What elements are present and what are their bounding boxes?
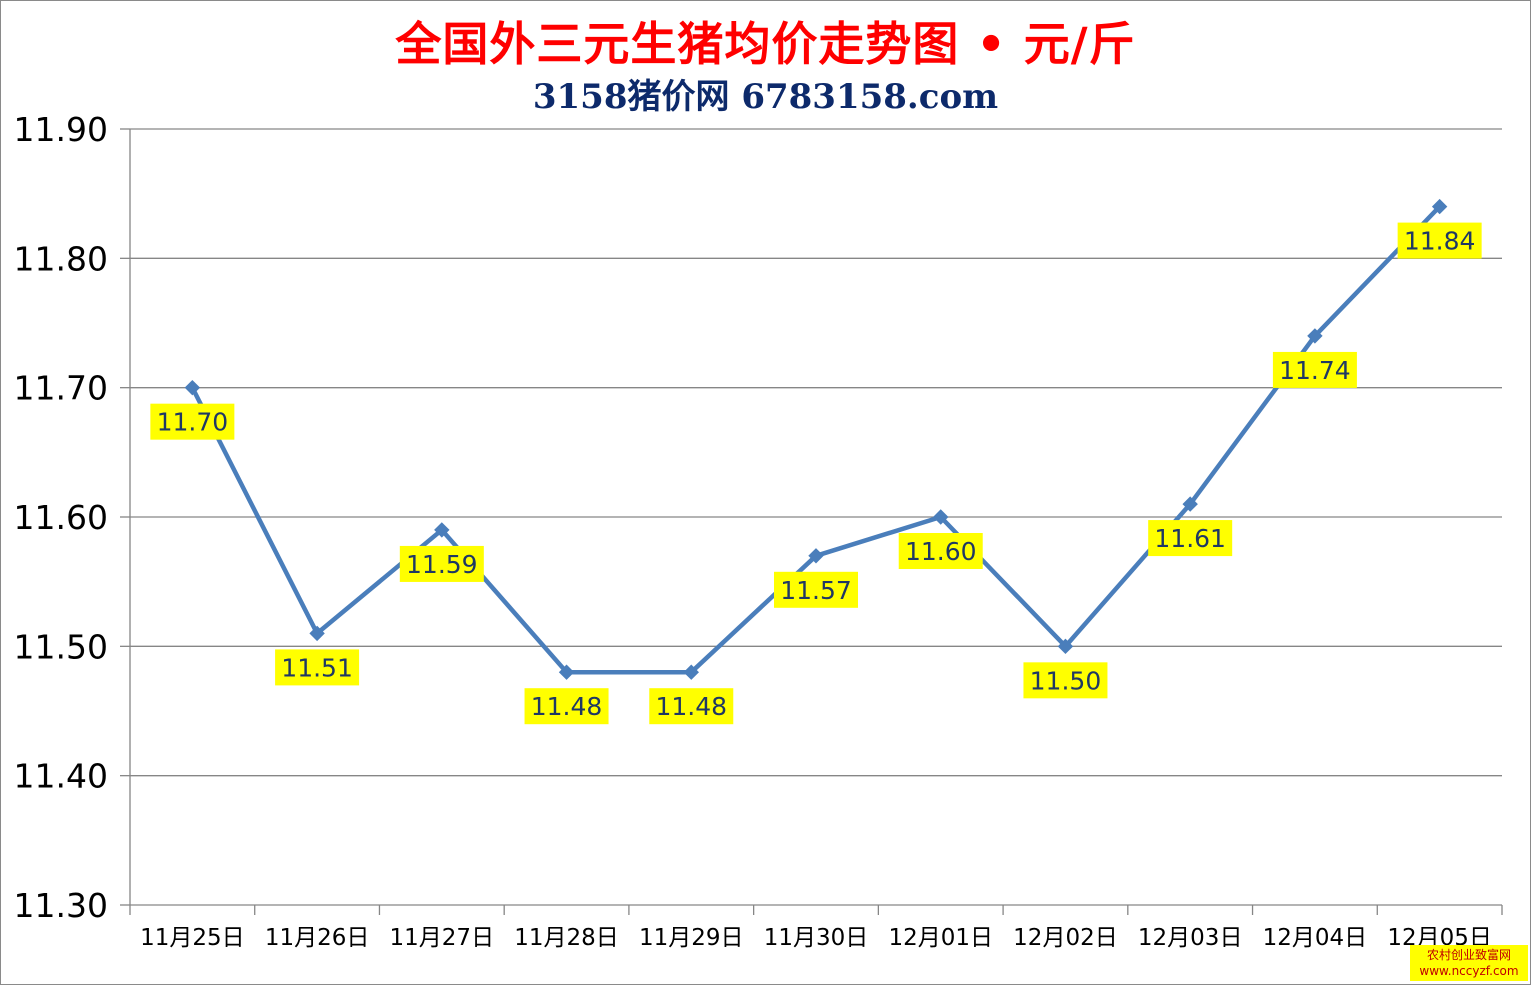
x-tick-label: 11月28日 bbox=[514, 925, 619, 951]
y-tick-label: 11.90 bbox=[14, 110, 108, 149]
data-point bbox=[1307, 328, 1323, 344]
data-point bbox=[434, 522, 450, 538]
y-tick-label: 11.80 bbox=[14, 239, 108, 278]
data-point bbox=[558, 664, 575, 680]
x-tick-label: 11月25日 bbox=[140, 925, 245, 951]
data-point bbox=[184, 379, 201, 396]
gridlines bbox=[130, 128, 1502, 777]
data-label: 11.48 bbox=[531, 692, 603, 721]
data-point bbox=[683, 664, 699, 680]
chart-subtitle: 3158猪价网 6783158.com bbox=[532, 77, 999, 117]
data-label-box bbox=[524, 688, 609, 725]
data-label-box bbox=[898, 533, 983, 569]
data-label: 11.84 bbox=[1404, 227, 1476, 256]
data-label: 11.57 bbox=[780, 576, 852, 605]
data-label: 11.74 bbox=[1279, 356, 1351, 385]
x-tick-label: 12月03日 bbox=[1138, 925, 1243, 951]
y-tick-label: 11.50 bbox=[14, 627, 108, 666]
x-tick-label: 11月27日 bbox=[390, 925, 495, 951]
x-tick-label: 11月26日 bbox=[265, 925, 370, 951]
data-label: 11.60 bbox=[905, 537, 977, 566]
x-tick-label: 11月30日 bbox=[764, 925, 869, 951]
data-point bbox=[933, 509, 949, 525]
data-label-box bbox=[774, 571, 858, 608]
data-label-box bbox=[1023, 662, 1108, 699]
x-axis: 11月25日 11月26日 11月27日 11月28日 11月29日 11月30日 12月0… bbox=[129, 904, 1503, 951]
data-label: 11.50 bbox=[1030, 666, 1102, 695]
x-tick-label: 11月29日 bbox=[639, 925, 744, 951]
watermark: 农村创业致富网 www.nccyzf.com bbox=[1410, 945, 1528, 981]
data-label: 11.51 bbox=[281, 653, 353, 682]
data-point bbox=[808, 548, 824, 564]
data-label-box bbox=[1272, 351, 1357, 388]
y-tick-label: 11.70 bbox=[14, 369, 108, 408]
data-point bbox=[1431, 198, 1448, 215]
data-point bbox=[309, 625, 325, 642]
chart-title: 全国外三元生猪均价走势图 • 元/斤 bbox=[395, 17, 1136, 71]
x-tick-label: 12月01日 bbox=[888, 925, 993, 951]
data-label-box bbox=[1148, 520, 1233, 557]
data-label-box bbox=[399, 545, 484, 582]
data-label: 11.70 bbox=[157, 408, 229, 437]
watermark-line1: 农村创业致富网 bbox=[1426, 948, 1511, 962]
watermark-line2: www.nccyzf.com bbox=[1419, 964, 1519, 978]
x-tick-label: 12月02日 bbox=[1013, 925, 1118, 951]
data-label: 11.48 bbox=[655, 692, 727, 721]
data-label: 11.61 bbox=[1154, 524, 1226, 553]
y-tick-label: 11.60 bbox=[14, 498, 108, 537]
data-point bbox=[1057, 638, 1074, 655]
y-tick-label: 11.40 bbox=[14, 757, 108, 796]
data-label-box bbox=[649, 688, 734, 725]
y-tick-label: 11.30 bbox=[14, 886, 108, 925]
data-label-box bbox=[275, 649, 360, 686]
data-point bbox=[1182, 496, 1198, 512]
data-labels: 11.70 11.51 11.59 11.48 11.48 11.57 11.60 11.50… bbox=[150, 222, 1482, 725]
data-label-box bbox=[150, 403, 235, 440]
y-axis: 11.30 11.40 11.50 11.60 11.70 11.80 11.90 bbox=[14, 110, 131, 925]
data-label: 11.59 bbox=[406, 550, 478, 579]
x-tick-label: 12月04日 bbox=[1263, 925, 1368, 951]
data-label-box bbox=[1397, 222, 1482, 259]
